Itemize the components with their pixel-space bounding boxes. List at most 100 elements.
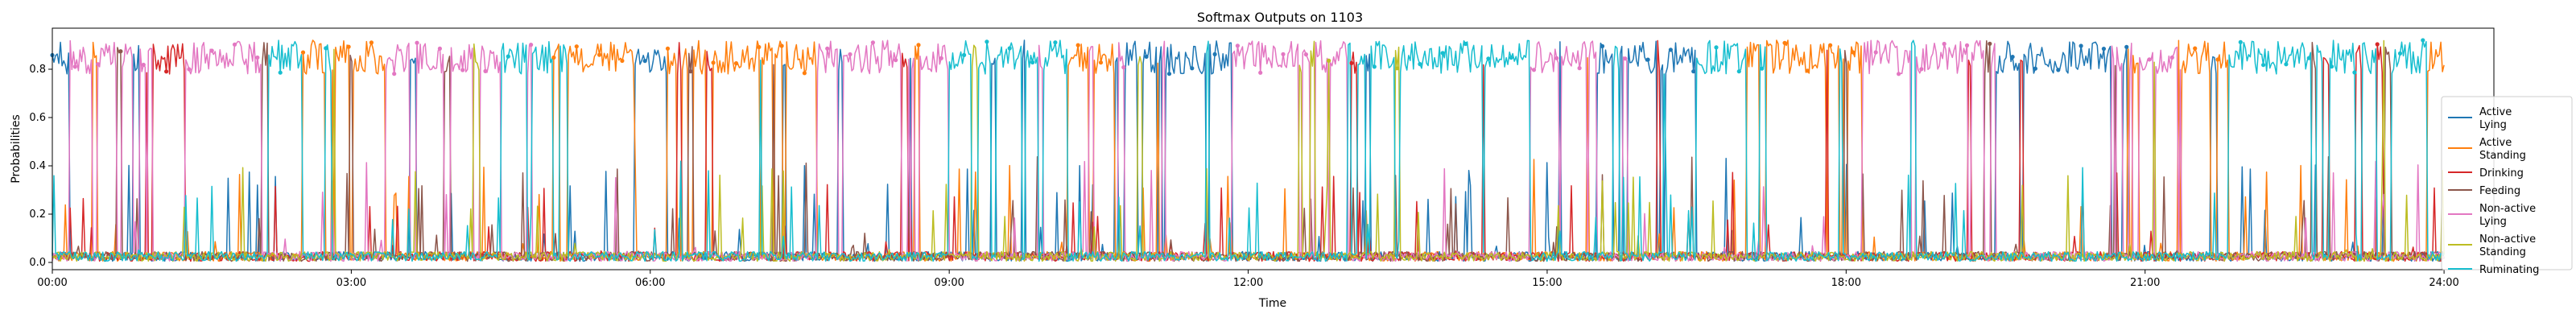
data-point	[802, 71, 807, 76]
data-point	[597, 52, 602, 57]
data-point	[757, 44, 762, 50]
data-point	[1714, 45, 1719, 50]
x-tick-label: 24:00	[2429, 277, 2458, 289]
data-point	[232, 42, 237, 47]
y-tick-label: 0.2	[29, 208, 46, 221]
legend-box	[2441, 96, 2573, 270]
legend-label: Drinking	[2479, 167, 2524, 180]
y-axis-label: Probabilities	[10, 114, 23, 184]
y-tick-label: 0.4	[29, 160, 46, 172]
data-point	[916, 43, 921, 47]
data-point	[688, 69, 693, 74]
data-point	[1942, 41, 1946, 47]
data-point	[665, 46, 671, 51]
data-point	[96, 62, 101, 67]
data-point	[1897, 72, 1901, 76]
data-point	[2238, 39, 2243, 45]
data-point	[437, 46, 443, 52]
legend-label: Lying	[2479, 216, 2507, 228]
data-point	[1281, 52, 1286, 56]
data-point	[1645, 57, 1650, 62]
data-point	[939, 56, 943, 60]
data-point	[1349, 60, 1354, 65]
series-line-non-active-standing	[52, 39, 2445, 262]
data-point	[2124, 44, 2129, 50]
data-point	[2169, 55, 2174, 60]
data-point	[1166, 72, 1172, 76]
data-point	[1623, 56, 1628, 61]
data-point	[187, 67, 192, 72]
data-point	[1988, 41, 1992, 46]
data-point	[141, 62, 146, 68]
data-point	[1828, 43, 1833, 47]
data-point	[460, 68, 465, 72]
x-axis: 00:00 03:00 06:00 09:00 12:00 15:00 18:00 21:00…	[37, 270, 2459, 289]
data-point	[551, 55, 556, 60]
data-point	[870, 40, 875, 45]
legend-label: Non-active	[2479, 233, 2536, 246]
data-point	[1509, 56, 1513, 60]
data-point	[1372, 64, 1377, 69]
data-point	[848, 52, 852, 57]
data-point	[1258, 70, 1263, 75]
x-tick-label: 03:00	[336, 277, 366, 289]
x-tick-label: 09:00	[934, 277, 964, 289]
x-tick-label: 06:00	[635, 277, 665, 289]
data-point	[894, 58, 898, 63]
data-point	[118, 49, 123, 54]
data-point	[1235, 43, 1240, 48]
data-point	[164, 69, 169, 74]
legend-label: Standing	[2479, 246, 2526, 258]
data-point	[483, 68, 488, 73]
data-point	[2193, 46, 2198, 51]
legend-label: Standing	[2479, 150, 2526, 162]
data-point	[529, 43, 534, 47]
x-tick-label: 21:00	[2130, 277, 2160, 289]
data-point	[2261, 63, 2266, 68]
data-point	[1600, 43, 1605, 49]
data-point	[392, 72, 397, 76]
data-point	[1303, 52, 1308, 57]
marker-layer	[50, 38, 2425, 76]
data-point	[2101, 47, 2106, 52]
x-tick-label: 12:00	[1233, 277, 1263, 289]
data-point	[825, 46, 830, 51]
data-point	[278, 70, 283, 75]
data-point	[2010, 55, 2015, 60]
data-point	[962, 52, 967, 57]
data-point	[2147, 57, 2152, 62]
data-point	[324, 46, 328, 51]
data-point	[300, 50, 306, 55]
data-point	[1531, 68, 1537, 72]
data-point	[1736, 69, 1741, 74]
chart-title: Softmax Outputs on 1103	[1197, 10, 1363, 25]
x-tick-label: 18:00	[1831, 277, 1861, 289]
data-point	[1554, 56, 1559, 60]
data-point	[2352, 70, 2357, 75]
data-point	[346, 44, 351, 49]
data-point	[1486, 56, 1491, 61]
data-point	[1098, 60, 1104, 65]
data-point	[1440, 51, 1445, 56]
data-point	[1030, 60, 1035, 65]
data-point	[1760, 66, 1765, 71]
data-point	[1212, 52, 1217, 56]
data-point	[1007, 46, 1012, 51]
y-tick-label: 0.8	[29, 64, 46, 76]
legend-label: Non-active	[2479, 203, 2536, 215]
data-point	[1053, 40, 1058, 45]
x-tick-label: 00:00	[37, 277, 67, 289]
data-point	[1395, 66, 1400, 71]
data-point	[255, 55, 260, 60]
data-point	[1327, 58, 1331, 63]
data-point	[779, 43, 784, 48]
data-point	[1873, 50, 1878, 55]
series-layer	[52, 39, 2445, 262]
data-point	[1463, 41, 1468, 47]
data-point	[415, 40, 419, 45]
data-point	[1919, 67, 1924, 72]
data-point	[2215, 57, 2220, 62]
y-tick-label: 0.6	[29, 112, 46, 124]
data-point	[72, 64, 77, 69]
